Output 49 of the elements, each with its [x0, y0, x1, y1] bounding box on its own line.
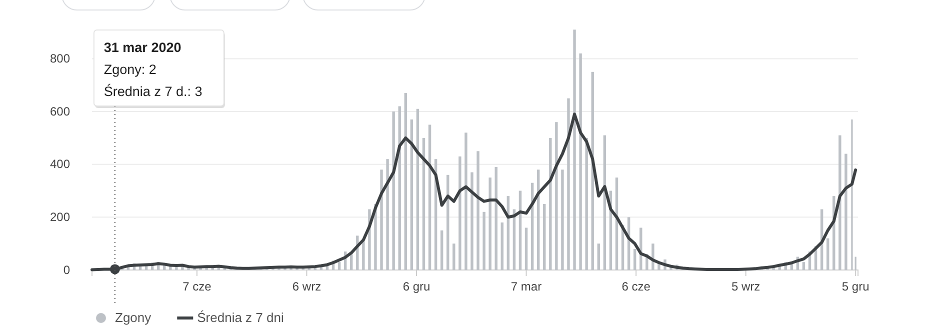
legend-label: Zgony — [115, 310, 152, 325]
x-tick-label: 7 mar — [510, 280, 542, 294]
x-tick-label: 5 wrz — [731, 280, 760, 294]
bar — [844, 154, 848, 270]
bar — [440, 230, 444, 270]
bar — [567, 98, 570, 270]
bar — [579, 53, 582, 270]
bar — [802, 262, 806, 270]
bar — [838, 135, 842, 270]
bar — [362, 240, 365, 270]
bar — [585, 138, 588, 270]
bar — [826, 238, 830, 270]
bar — [561, 170, 564, 270]
bar — [658, 263, 660, 270]
bar — [398, 106, 401, 270]
bar — [464, 132, 468, 270]
bar — [543, 204, 546, 270]
y-tick-label: 400 — [50, 157, 70, 172]
bar — [404, 93, 407, 270]
y-tick-label: 0 — [63, 262, 70, 277]
bar — [555, 122, 558, 270]
bar — [392, 112, 395, 270]
bar — [476, 151, 480, 270]
bar — [482, 212, 486, 270]
x-tick-label: 6 cze — [622, 280, 651, 294]
bar — [597, 244, 600, 270]
bar — [452, 244, 456, 270]
bar — [500, 222, 504, 270]
bar — [573, 30, 576, 270]
x-tick-label: 6 gru — [402, 280, 430, 294]
bar — [338, 262, 341, 270]
bar — [633, 248, 636, 270]
y-tick-label: 200 — [50, 210, 70, 224]
legend-label: Średnia z 7 dni — [197, 310, 284, 325]
bar — [470, 172, 474, 270]
bar — [380, 170, 383, 270]
bar — [524, 228, 528, 270]
x-tick-label: 7 cze — [182, 280, 212, 294]
x-tick-label: 6 wrz — [292, 280, 322, 294]
y-tick-label: 800 — [50, 52, 70, 66]
x-tick-label: 5 gru — [842, 280, 870, 294]
annotation: Zgony: 2 — [104, 62, 156, 77]
bar — [488, 178, 492, 270]
bar — [458, 156, 462, 270]
y-tick-label: 600 — [50, 104, 70, 118]
bar — [549, 138, 552, 270]
annotation: 31 mar 2020 — [104, 40, 182, 55]
annotation: Średnia z 7 d.: 3 — [104, 83, 202, 99]
bar — [386, 159, 389, 270]
